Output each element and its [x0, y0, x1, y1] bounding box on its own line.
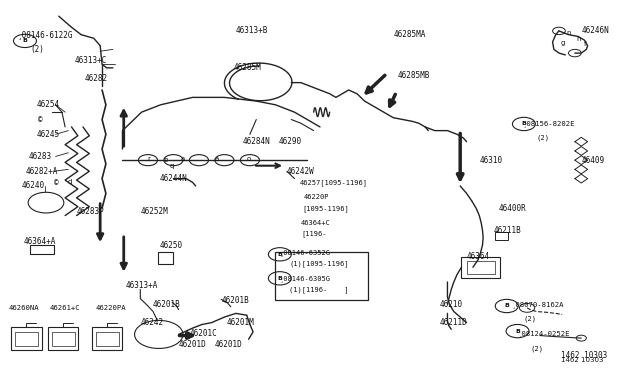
Text: (2): (2)	[537, 135, 550, 141]
Bar	[461, 257, 500, 278]
Text: 46285MB: 46285MB	[397, 71, 430, 80]
Text: 46282+A: 46282+A	[26, 167, 58, 176]
Text: 46211D: 46211D	[440, 318, 468, 327]
Text: 46400R: 46400R	[499, 203, 526, 213]
Text: 46201M: 46201M	[227, 318, 254, 327]
Text: 46242W: 46242W	[287, 167, 315, 176]
Bar	[15, 332, 38, 346]
Text: b: b	[164, 157, 168, 163]
Bar	[467, 261, 495, 274]
Text: r: r	[148, 155, 150, 162]
Text: B: B	[277, 252, 282, 257]
Text: 46254: 46254	[36, 100, 60, 109]
Text: 46220PA: 46220PA	[96, 305, 126, 311]
Text: 46252M: 46252M	[140, 207, 168, 217]
Text: (2): (2)	[524, 316, 537, 322]
Text: 46260NA: 46260NA	[9, 305, 40, 311]
Text: ¸08070-8162A: ¸08070-8162A	[511, 301, 564, 308]
Text: 46240: 46240	[22, 182, 45, 190]
Text: h: h	[577, 36, 581, 42]
Text: 46283P: 46283P	[77, 207, 104, 217]
Text: 46201C: 46201C	[189, 329, 217, 338]
Text: a: a	[214, 156, 219, 162]
Text: q: q	[170, 163, 174, 169]
Text: (2): (2)	[30, 45, 44, 54]
Text: ©: ©	[38, 115, 43, 124]
Text: (1)[1095-1196]: (1)[1095-1196]	[289, 260, 349, 267]
Bar	[30, 245, 54, 254]
Text: 46257[1095-1196]: 46257[1095-1196]	[300, 179, 367, 186]
Text: ¸08146-6352G: ¸08146-6352G	[280, 249, 331, 256]
Text: (1)[1196-    ]: (1)[1196- ]	[289, 286, 349, 293]
Text: 46201B: 46201B	[221, 296, 249, 305]
Text: ¸08146-6122G: ¸08146-6122G	[17, 30, 73, 39]
Text: d: d	[67, 179, 72, 185]
Text: (2): (2)	[531, 345, 543, 352]
Bar	[11, 327, 42, 350]
Text: 46290: 46290	[278, 137, 301, 146]
Text: 46364+C: 46364+C	[301, 220, 331, 226]
Bar	[495, 232, 508, 240]
Text: 46285M: 46285M	[234, 63, 262, 72]
Text: o: o	[246, 156, 251, 162]
Bar	[52, 332, 75, 346]
Text: [1196-: [1196-	[301, 231, 326, 237]
Text: a: a	[181, 156, 185, 162]
Text: B: B	[504, 304, 509, 308]
Text: B: B	[515, 328, 520, 334]
Text: 46409: 46409	[581, 155, 604, 165]
Bar	[157, 253, 173, 263]
Text: 46201D: 46201D	[215, 340, 243, 349]
Text: ¸08124-0252E: ¸08124-0252E	[518, 330, 570, 337]
Text: 46220P: 46220P	[303, 194, 329, 200]
Text: 1462 10303: 1462 10303	[561, 356, 604, 363]
Text: 46201B: 46201B	[153, 300, 180, 309]
Bar	[92, 327, 122, 350]
Text: [1095-1196]: [1095-1196]	[302, 205, 349, 212]
Text: B: B	[277, 276, 282, 281]
Text: 46245: 46245	[36, 130, 60, 139]
Text: n: n	[566, 30, 571, 36]
Text: 46313+A: 46313+A	[125, 281, 158, 290]
Text: 46210: 46210	[440, 300, 463, 309]
Text: 46313+B: 46313+B	[236, 26, 268, 35]
Text: 1462 10303: 1462 10303	[561, 351, 607, 360]
Bar	[48, 327, 79, 350]
Text: 46211B: 46211B	[494, 226, 522, 235]
Bar	[275, 253, 368, 301]
Text: 46250: 46250	[159, 241, 182, 250]
Text: 46313+C: 46313+C	[75, 56, 107, 65]
Text: ©: ©	[54, 178, 59, 187]
Text: ¸08146-6305G: ¸08146-6305G	[280, 275, 331, 282]
Text: f: f	[584, 41, 586, 47]
Text: B: B	[22, 38, 28, 44]
Text: B: B	[522, 122, 526, 126]
Text: 46244N: 46244N	[159, 174, 187, 183]
Text: 46201D: 46201D	[179, 340, 206, 349]
Text: 46246N: 46246N	[581, 26, 609, 35]
Text: 46283: 46283	[28, 152, 51, 161]
Text: 46285MA: 46285MA	[394, 30, 426, 39]
Text: 46284N: 46284N	[243, 137, 270, 146]
Text: 46310: 46310	[479, 155, 502, 165]
Text: 46261+C: 46261+C	[49, 305, 80, 311]
Bar	[96, 332, 118, 346]
Text: 46242: 46242	[140, 318, 163, 327]
Text: g: g	[561, 40, 565, 46]
Text: ¸08156-8202E: ¸08156-8202E	[523, 120, 575, 126]
Text: 46364+A: 46364+A	[24, 237, 56, 246]
Text: 46282: 46282	[84, 74, 108, 83]
Text: 46364: 46364	[467, 251, 490, 261]
